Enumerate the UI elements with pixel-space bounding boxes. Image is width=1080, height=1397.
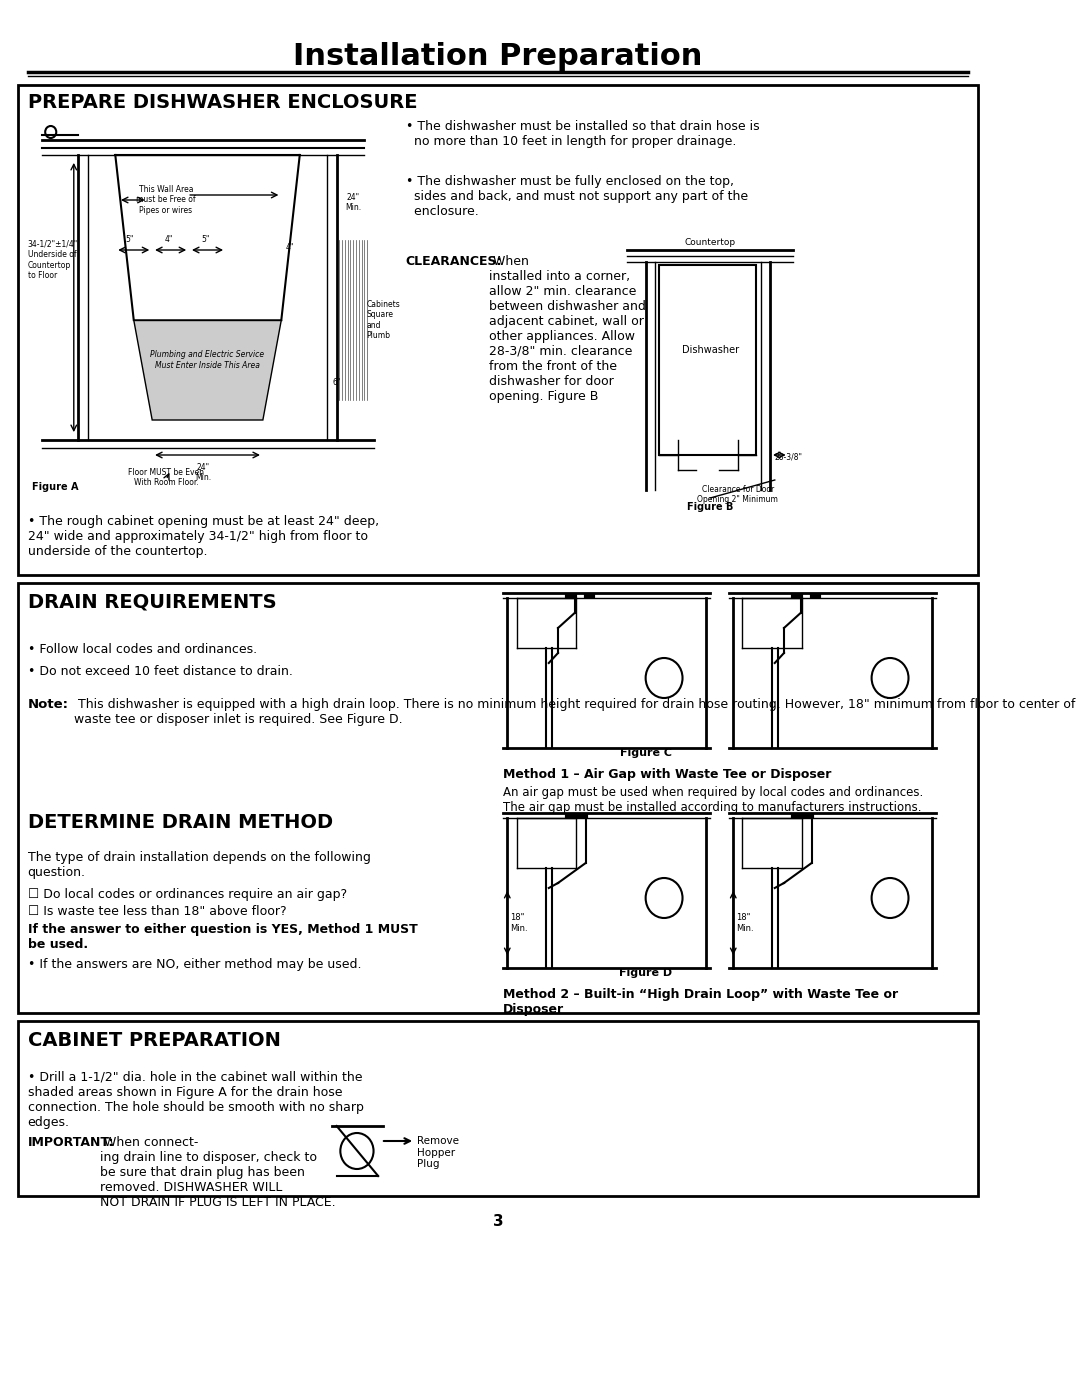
Text: Floor MUST be Even
With Room Floor.: Floor MUST be Even With Room Floor.: [129, 468, 204, 488]
Text: Figure D: Figure D: [619, 968, 672, 978]
Text: 34-1/2"±1/4"
Underside of
Countertop
to Floor: 34-1/2"±1/4" Underside of Countertop to …: [28, 240, 78, 281]
Text: If the answer to either question is YES, Method 1 MUST
be used.: If the answer to either question is YES,…: [28, 923, 418, 951]
Text: Figure C: Figure C: [620, 747, 672, 759]
Text: Note:: Note:: [28, 698, 69, 711]
Text: Remove
Hopper
Plug: Remove Hopper Plug: [417, 1136, 459, 1169]
Bar: [18, 1021, 977, 1196]
Text: 24"
Min.: 24" Min.: [346, 193, 362, 212]
Text: This Wall Area
must be Free of
Pipes or wires: This Wall Area must be Free of Pipes or …: [136, 184, 195, 215]
Text: • The dishwasher must be installed so that drain hose is
  no more than 10 feet : • The dishwasher must be installed so th…: [406, 120, 759, 148]
Text: 24"
Min.: 24" Min.: [194, 462, 211, 482]
Text: The type of drain installation depends on the following
question.: The type of drain installation depends o…: [28, 851, 370, 879]
Bar: [18, 583, 977, 1013]
Text: 18"
Min.: 18" Min.: [737, 914, 754, 933]
Text: IMPORTANT:: IMPORTANT:: [28, 1136, 114, 1148]
Text: 4": 4": [286, 243, 294, 251]
Bar: [18, 85, 977, 576]
Text: An air gap must be used when required by local codes and ordinances.
The air gap: An air gap must be used when required by…: [502, 787, 923, 814]
Text: • If the answers are NO, either method may be used.: • If the answers are NO, either method m…: [28, 958, 361, 971]
Text: 3: 3: [492, 1214, 503, 1229]
Text: Countertop: Countertop: [685, 237, 735, 247]
Text: Method 1 – Air Gap with Waste Tee or Disposer: Method 1 – Air Gap with Waste Tee or Dis…: [502, 768, 831, 781]
Text: • Follow local codes and ordinances.: • Follow local codes and ordinances.: [28, 643, 257, 657]
Text: ☐ Is waste tee less than 18" above floor?: ☐ Is waste tee less than 18" above floor…: [28, 905, 286, 918]
Text: Figure A: Figure A: [32, 482, 79, 492]
Text: ☐ Do local codes or ordinances require an air gap?: ☐ Do local codes or ordinances require a…: [28, 888, 347, 901]
Text: PREPARE DISHWASHER ENCLOSURE: PREPARE DISHWASHER ENCLOSURE: [28, 94, 417, 112]
Text: CLEARANCES:: CLEARANCES:: [406, 256, 502, 268]
Text: Installation Preparation: Installation Preparation: [294, 42, 703, 71]
Text: • Do not exceed 10 feet distance to drain.: • Do not exceed 10 feet distance to drai…: [28, 665, 293, 678]
Text: Figure B: Figure B: [687, 502, 733, 511]
Text: • The rough cabinet opening must be at least 24" deep,
24" wide and approximatel: • The rough cabinet opening must be at l…: [28, 515, 379, 557]
Text: 4": 4": [164, 235, 173, 244]
Text: DETERMINE DRAIN METHOD: DETERMINE DRAIN METHOD: [28, 813, 333, 833]
Text: This dishwasher is equipped with a high drain loop. There is no minimum height r: This dishwasher is equipped with a high …: [73, 698, 1076, 726]
Text: 18"
Min.: 18" Min.: [510, 914, 528, 933]
Text: DRAIN REQUIREMENTS: DRAIN REQUIREMENTS: [28, 592, 276, 612]
Text: When
installed into a corner,
allow 2" min. clearance
between dishwasher and
adj: When installed into a corner, allow 2" m…: [489, 256, 646, 402]
Text: When connect-
ing drain line to disposer, check to
be sure that drain plug has b: When connect- ing drain line to disposer…: [99, 1136, 335, 1208]
Text: • The dishwasher must be fully enclosed on the top,
  sides and back, and must n: • The dishwasher must be fully enclosed …: [406, 175, 748, 218]
Text: 28-3/8": 28-3/8": [774, 453, 802, 462]
Text: Clearance for Door
Opening 2" Minimum: Clearance for Door Opening 2" Minimum: [698, 485, 779, 504]
Text: Method 2 – Built-in “High Drain Loop” with Waste Tee or
Disposer: Method 2 – Built-in “High Drain Loop” wi…: [502, 988, 897, 1016]
Text: 5": 5": [202, 235, 210, 244]
Text: Cabinets
Square
and
Plumb: Cabinets Square and Plumb: [366, 300, 400, 339]
Bar: [660, 265, 756, 455]
Text: CABINET PREPARATION: CABINET PREPARATION: [28, 1031, 281, 1051]
Text: 5": 5": [125, 235, 133, 244]
Text: Dishwasher: Dishwasher: [681, 345, 739, 355]
Text: 6": 6": [332, 379, 340, 387]
Text: Plumbing and Electric Service
Must Enter Inside This Area: Plumbing and Electric Service Must Enter…: [150, 351, 265, 370]
Polygon shape: [134, 320, 281, 420]
Text: • Drill a 1-1/2" dia. hole in the cabinet wall within the
shaded areas shown in : • Drill a 1-1/2" dia. hole in the cabine…: [28, 1071, 364, 1129]
